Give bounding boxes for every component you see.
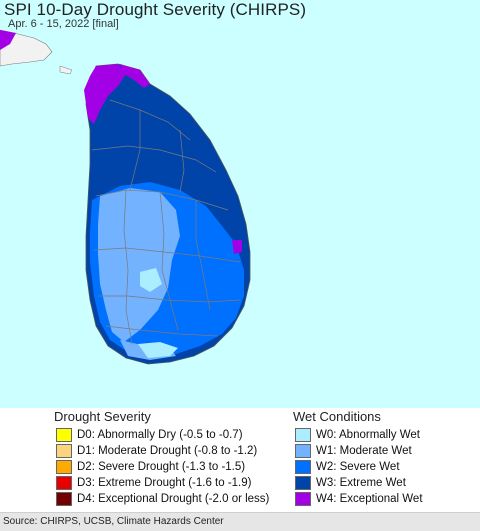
- w4-northwest: [84, 64, 126, 124]
- w1-swatch: [295, 444, 311, 458]
- india-mainland: [0, 29, 53, 67]
- w3-swatch: [295, 476, 311, 490]
- legend-item-w0: W0: Abnormally Wet: [295, 428, 420, 442]
- w0-region-center: [140, 268, 162, 292]
- d3-swatch: [56, 476, 72, 490]
- legend-item-label: W0: Abnormally Wet: [316, 429, 420, 441]
- district-boundaries: [91, 99, 241, 345]
- legend-item-d2: D2: Severe Drought (-1.3 to -1.5): [56, 460, 245, 474]
- w0-region-south: [138, 342, 178, 358]
- footer-bar: Source: CHIRPS, UCSB, Climate Hazards Ce…: [0, 512, 480, 531]
- legend-item-w3: W3: Extreme Wet: [295, 476, 406, 490]
- india-coast-detail: [59, 65, 73, 75]
- w2-swatch: [295, 460, 311, 474]
- drought-legend-title: Drought Severity: [54, 409, 151, 424]
- source-credit: Source: CHIRPS, UCSB, Climate Hazards Ce…: [3, 516, 224, 527]
- legend-item-d4: D4: Exceptional Drought (-2.0 or less): [56, 492, 269, 506]
- legend-item-label: W3: Extreme Wet: [316, 477, 406, 489]
- legend-item-label: W1: Moderate Wet: [316, 445, 412, 457]
- legend-item-d3: D3: Extreme Drought (-1.6 to -1.9): [56, 476, 251, 490]
- w4-swatch: [295, 492, 311, 506]
- w4-east-spot: [232, 240, 242, 254]
- legend-item-label: D0: Abnormally Dry (-0.5 to -0.7): [77, 429, 243, 441]
- d4-swatch: [56, 492, 72, 506]
- legend-item-label: W2: Severe Wet: [316, 461, 400, 473]
- d0-swatch: [56, 428, 72, 442]
- w1-region: [98, 188, 180, 342]
- legend-item-label: D3: Extreme Drought (-1.6 to -1.9): [77, 477, 252, 489]
- legend-item-w4: W4: Exceptional Wet: [295, 492, 423, 506]
- d2-swatch: [56, 460, 72, 474]
- india-wet-area: [0, 30, 16, 50]
- legend-item-label: D2: Severe Drought (-1.3 to -1.5): [77, 461, 246, 473]
- legend-item-label: D4: Exceptional Drought (-2.0 or less): [77, 493, 270, 505]
- sri-lanka-map: [0, 29, 251, 365]
- legend-item-label: D1: Moderate Drought (-0.8 to -1.2): [77, 445, 258, 457]
- legend-item-d0: D0: Abnormally Dry (-0.5 to -0.7): [56, 428, 243, 442]
- legend-item-w2: W2: Severe Wet: [295, 460, 400, 474]
- legend-item-label: W4: Exceptional Wet: [316, 493, 423, 505]
- map-panel: SPI 10-Day Drought Severity (CHIRPS) Apr…: [0, 0, 480, 408]
- page-title: SPI 10-Day Drought Severity (CHIRPS): [4, 0, 307, 19]
- d1-swatch: [56, 444, 72, 458]
- date-range: Apr. 6 - 15, 2022 [final]: [8, 18, 119, 30]
- wet-legend-title: Wet Conditions: [293, 409, 381, 424]
- legend-item-d1: D1: Moderate Drought (-0.8 to -1.2): [56, 444, 257, 458]
- legend-item-w1: W1: Moderate Wet: [295, 444, 412, 458]
- w4-north: [120, 64, 150, 88]
- w0-swatch: [295, 428, 311, 442]
